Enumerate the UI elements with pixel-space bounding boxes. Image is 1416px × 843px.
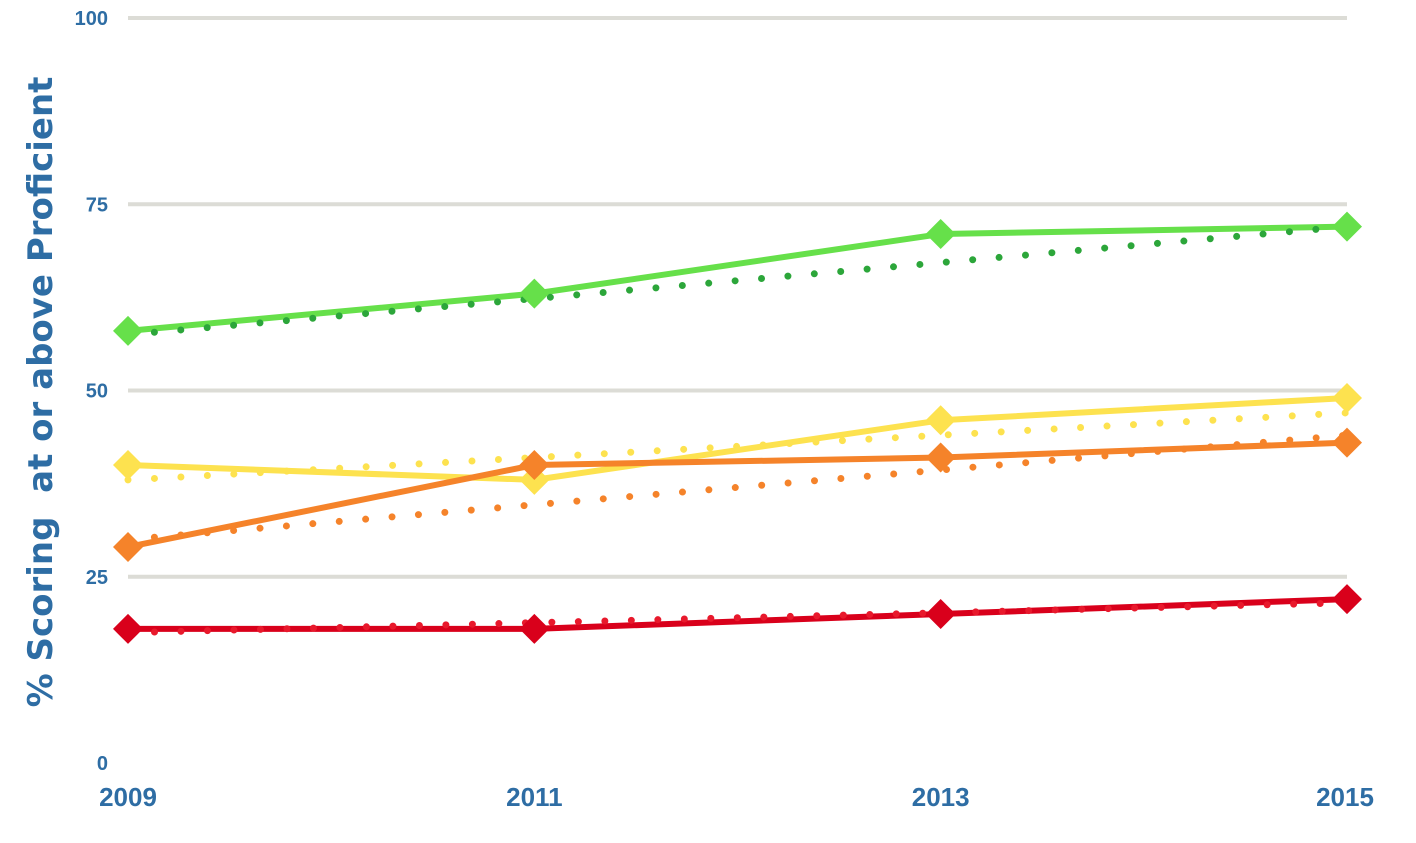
- series-line: [125, 223, 1350, 334]
- data-point-marker: [113, 450, 143, 480]
- series-4: [113, 584, 1362, 644]
- data-point-marker: [113, 613, 143, 644]
- data-point-marker: [925, 219, 956, 250]
- trend-line: [124, 599, 1351, 637]
- x-tick-label: 2011: [506, 782, 562, 812]
- data-point-marker: [925, 405, 956, 436]
- x-tick-label: 2013: [912, 782, 970, 812]
- data-point-marker: [519, 450, 550, 480]
- trend-line: [124, 431, 1351, 543]
- series-3: [113, 427, 1362, 562]
- x-axis-ticks: 2009 2011 2013 2015: [99, 782, 1374, 812]
- y-tick-label: 50: [86, 381, 108, 403]
- data-point-marker: [1332, 382, 1362, 413]
- series-line: [125, 394, 1350, 483]
- data-point-marker: [113, 531, 143, 562]
- trend-line: [124, 409, 1351, 484]
- series-line: [125, 596, 1350, 632]
- data-point-marker: [113, 315, 143, 346]
- data-point-marker: [519, 278, 550, 309]
- series-group: [113, 211, 1362, 644]
- x-tick-label: 2009: [99, 782, 157, 812]
- data-point-marker: [925, 442, 956, 473]
- x-tick-label: 2015: [1316, 782, 1374, 812]
- data-point-marker: [925, 599, 956, 629]
- data-point-marker: [519, 613, 550, 644]
- data-point-marker: [1332, 427, 1362, 458]
- series-1: [113, 211, 1362, 346]
- data-point-marker: [1332, 584, 1362, 615]
- grid-lines: [128, 16, 1347, 579]
- data-point-marker: [1332, 211, 1362, 242]
- y-tick-label: 100: [75, 8, 108, 30]
- y-tick-label: 25: [86, 567, 108, 589]
- y-axis-label: % Scoring at or above Proficient: [21, 77, 61, 708]
- y-tick-label: 0: [97, 753, 108, 775]
- y-tick-label: 75: [86, 194, 108, 216]
- series-line: [125, 439, 1350, 550]
- y-axis-ticks: 0 25 50 75 100: [75, 8, 108, 775]
- trend-line: [124, 223, 1351, 339]
- series-2: [113, 382, 1362, 495]
